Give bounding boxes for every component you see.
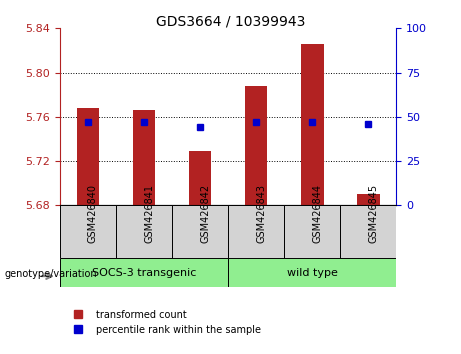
Bar [60, 205, 116, 258]
Bar [245, 86, 267, 205]
Bar [116, 205, 172, 258]
Text: GSM426841: GSM426841 [144, 184, 154, 243]
Legend: transformed count, percentile rank within the sample: transformed count, percentile rank withi… [65, 306, 265, 338]
Bar [357, 194, 379, 205]
Bar [340, 205, 396, 258]
Bar [301, 44, 324, 205]
Bar [189, 151, 211, 205]
Text: GSM426845: GSM426845 [368, 184, 378, 243]
Text: GSM426840: GSM426840 [88, 184, 98, 243]
Bar [228, 205, 284, 258]
Bar [228, 258, 396, 287]
Text: wild type: wild type [287, 268, 338, 278]
Text: SOCS-3 transgenic: SOCS-3 transgenic [92, 268, 196, 278]
Text: GSM426844: GSM426844 [313, 184, 322, 243]
Text: GSM426842: GSM426842 [200, 184, 210, 243]
Text: genotype/variation: genotype/variation [5, 269, 97, 279]
Bar [77, 108, 99, 205]
Bar [284, 205, 340, 258]
Bar [172, 205, 228, 258]
Bar [133, 110, 155, 205]
Text: GSM426843: GSM426843 [256, 184, 266, 243]
Bar [60, 258, 228, 287]
Text: GDS3664 / 10399943: GDS3664 / 10399943 [156, 14, 305, 28]
